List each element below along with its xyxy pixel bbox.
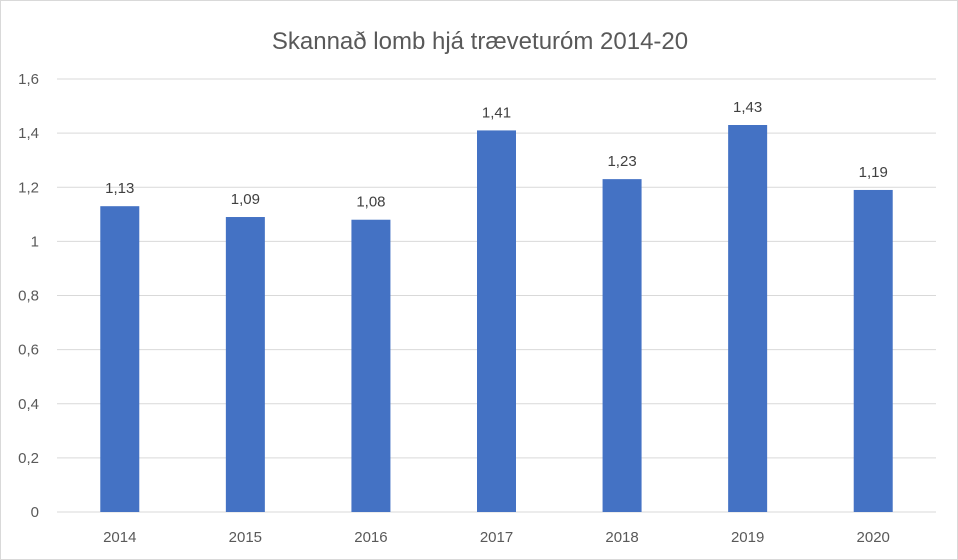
data-label: 1,23 bbox=[607, 153, 636, 170]
y-tick-label: 1,4 bbox=[18, 125, 39, 142]
y-tick-label: 0 bbox=[31, 504, 39, 521]
data-label: 1,13 bbox=[105, 180, 134, 197]
x-tick-label: 2015 bbox=[229, 529, 262, 546]
bars bbox=[100, 125, 893, 513]
y-axis-tick-labels: 0 0,2 0,4 0,6 0,8 1 1,2 1,4 1,6 bbox=[18, 71, 39, 521]
y-tick-label: 1,2 bbox=[18, 179, 39, 196]
data-label: 1,09 bbox=[231, 191, 260, 208]
bar bbox=[853, 189, 893, 513]
y-tick-label: 1,6 bbox=[18, 71, 39, 88]
y-tick-label: 0,4 bbox=[18, 396, 39, 413]
y-tick-label: 0,2 bbox=[18, 450, 39, 467]
x-axis-tick-labels: 2014 2015 2016 2017 2018 2019 2020 bbox=[103, 529, 890, 546]
y-tick-label: 1 bbox=[31, 233, 39, 250]
y-tick-label: 0,6 bbox=[18, 342, 39, 359]
data-label: 1,19 bbox=[859, 164, 888, 181]
bar bbox=[477, 130, 516, 512]
y-tick-label: 0,8 bbox=[18, 288, 39, 305]
x-tick-label: 2019 bbox=[731, 529, 764, 546]
chart-title: Skannað lomb hjá træveturóm 2014-20 bbox=[272, 28, 688, 55]
x-tick-label: 2020 bbox=[857, 529, 890, 546]
bar bbox=[351, 219, 391, 512]
x-tick-label: 2018 bbox=[605, 529, 638, 546]
bar bbox=[100, 206, 140, 512]
data-labels: 1,13 1,09 1,08 1,41 1,23 1,43 1,19 bbox=[105, 99, 888, 211]
x-tick-label: 2016 bbox=[354, 529, 387, 546]
x-tick-label: 2014 bbox=[103, 529, 136, 546]
data-label: 1,41 bbox=[482, 104, 511, 121]
bar bbox=[225, 217, 265, 513]
bar bbox=[728, 125, 768, 512]
x-tick-label: 2017 bbox=[480, 529, 513, 546]
data-label: 1,08 bbox=[356, 194, 385, 211]
bar bbox=[602, 179, 642, 512]
data-label: 1,43 bbox=[733, 99, 762, 116]
